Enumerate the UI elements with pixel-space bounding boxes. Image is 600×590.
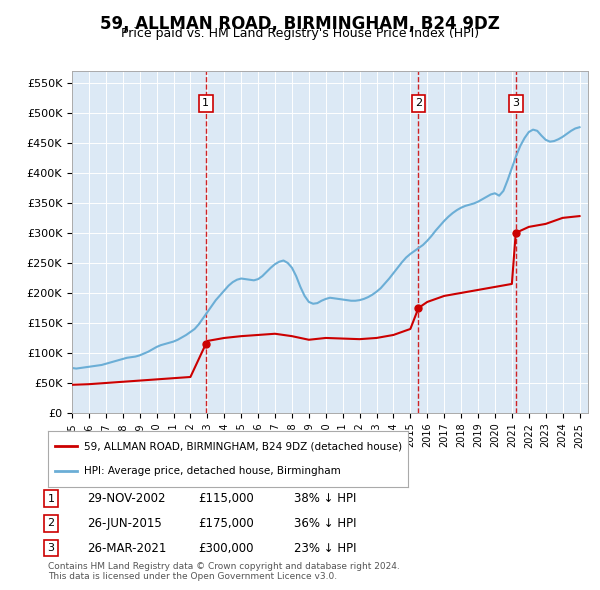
Text: 36% ↓ HPI: 36% ↓ HPI xyxy=(294,517,356,530)
Text: £115,000: £115,000 xyxy=(198,492,254,505)
Text: 59, ALLMAN ROAD, BIRMINGHAM, B24 9DZ: 59, ALLMAN ROAD, BIRMINGHAM, B24 9DZ xyxy=(100,15,500,33)
Text: 1: 1 xyxy=(202,99,209,109)
Text: 29-NOV-2002: 29-NOV-2002 xyxy=(87,492,166,505)
Text: Contains HM Land Registry data © Crown copyright and database right 2024.
This d: Contains HM Land Registry data © Crown c… xyxy=(48,562,400,581)
Text: £300,000: £300,000 xyxy=(198,542,254,555)
Text: 38% ↓ HPI: 38% ↓ HPI xyxy=(294,492,356,505)
Text: 26-JUN-2015: 26-JUN-2015 xyxy=(87,517,162,530)
Text: 3: 3 xyxy=(47,543,55,553)
Text: 59, ALLMAN ROAD, BIRMINGHAM, B24 9DZ (detached house): 59, ALLMAN ROAD, BIRMINGHAM, B24 9DZ (de… xyxy=(84,441,402,451)
Text: 2: 2 xyxy=(47,519,55,528)
Text: 26-MAR-2021: 26-MAR-2021 xyxy=(87,542,166,555)
Text: HPI: Average price, detached house, Birmingham: HPI: Average price, detached house, Birm… xyxy=(84,466,341,476)
Text: 3: 3 xyxy=(512,99,519,109)
Text: 23% ↓ HPI: 23% ↓ HPI xyxy=(294,542,356,555)
Text: £175,000: £175,000 xyxy=(198,517,254,530)
Text: 1: 1 xyxy=(47,494,55,503)
Text: Price paid vs. HM Land Registry's House Price Index (HPI): Price paid vs. HM Land Registry's House … xyxy=(121,27,479,40)
Text: 2: 2 xyxy=(415,99,422,109)
